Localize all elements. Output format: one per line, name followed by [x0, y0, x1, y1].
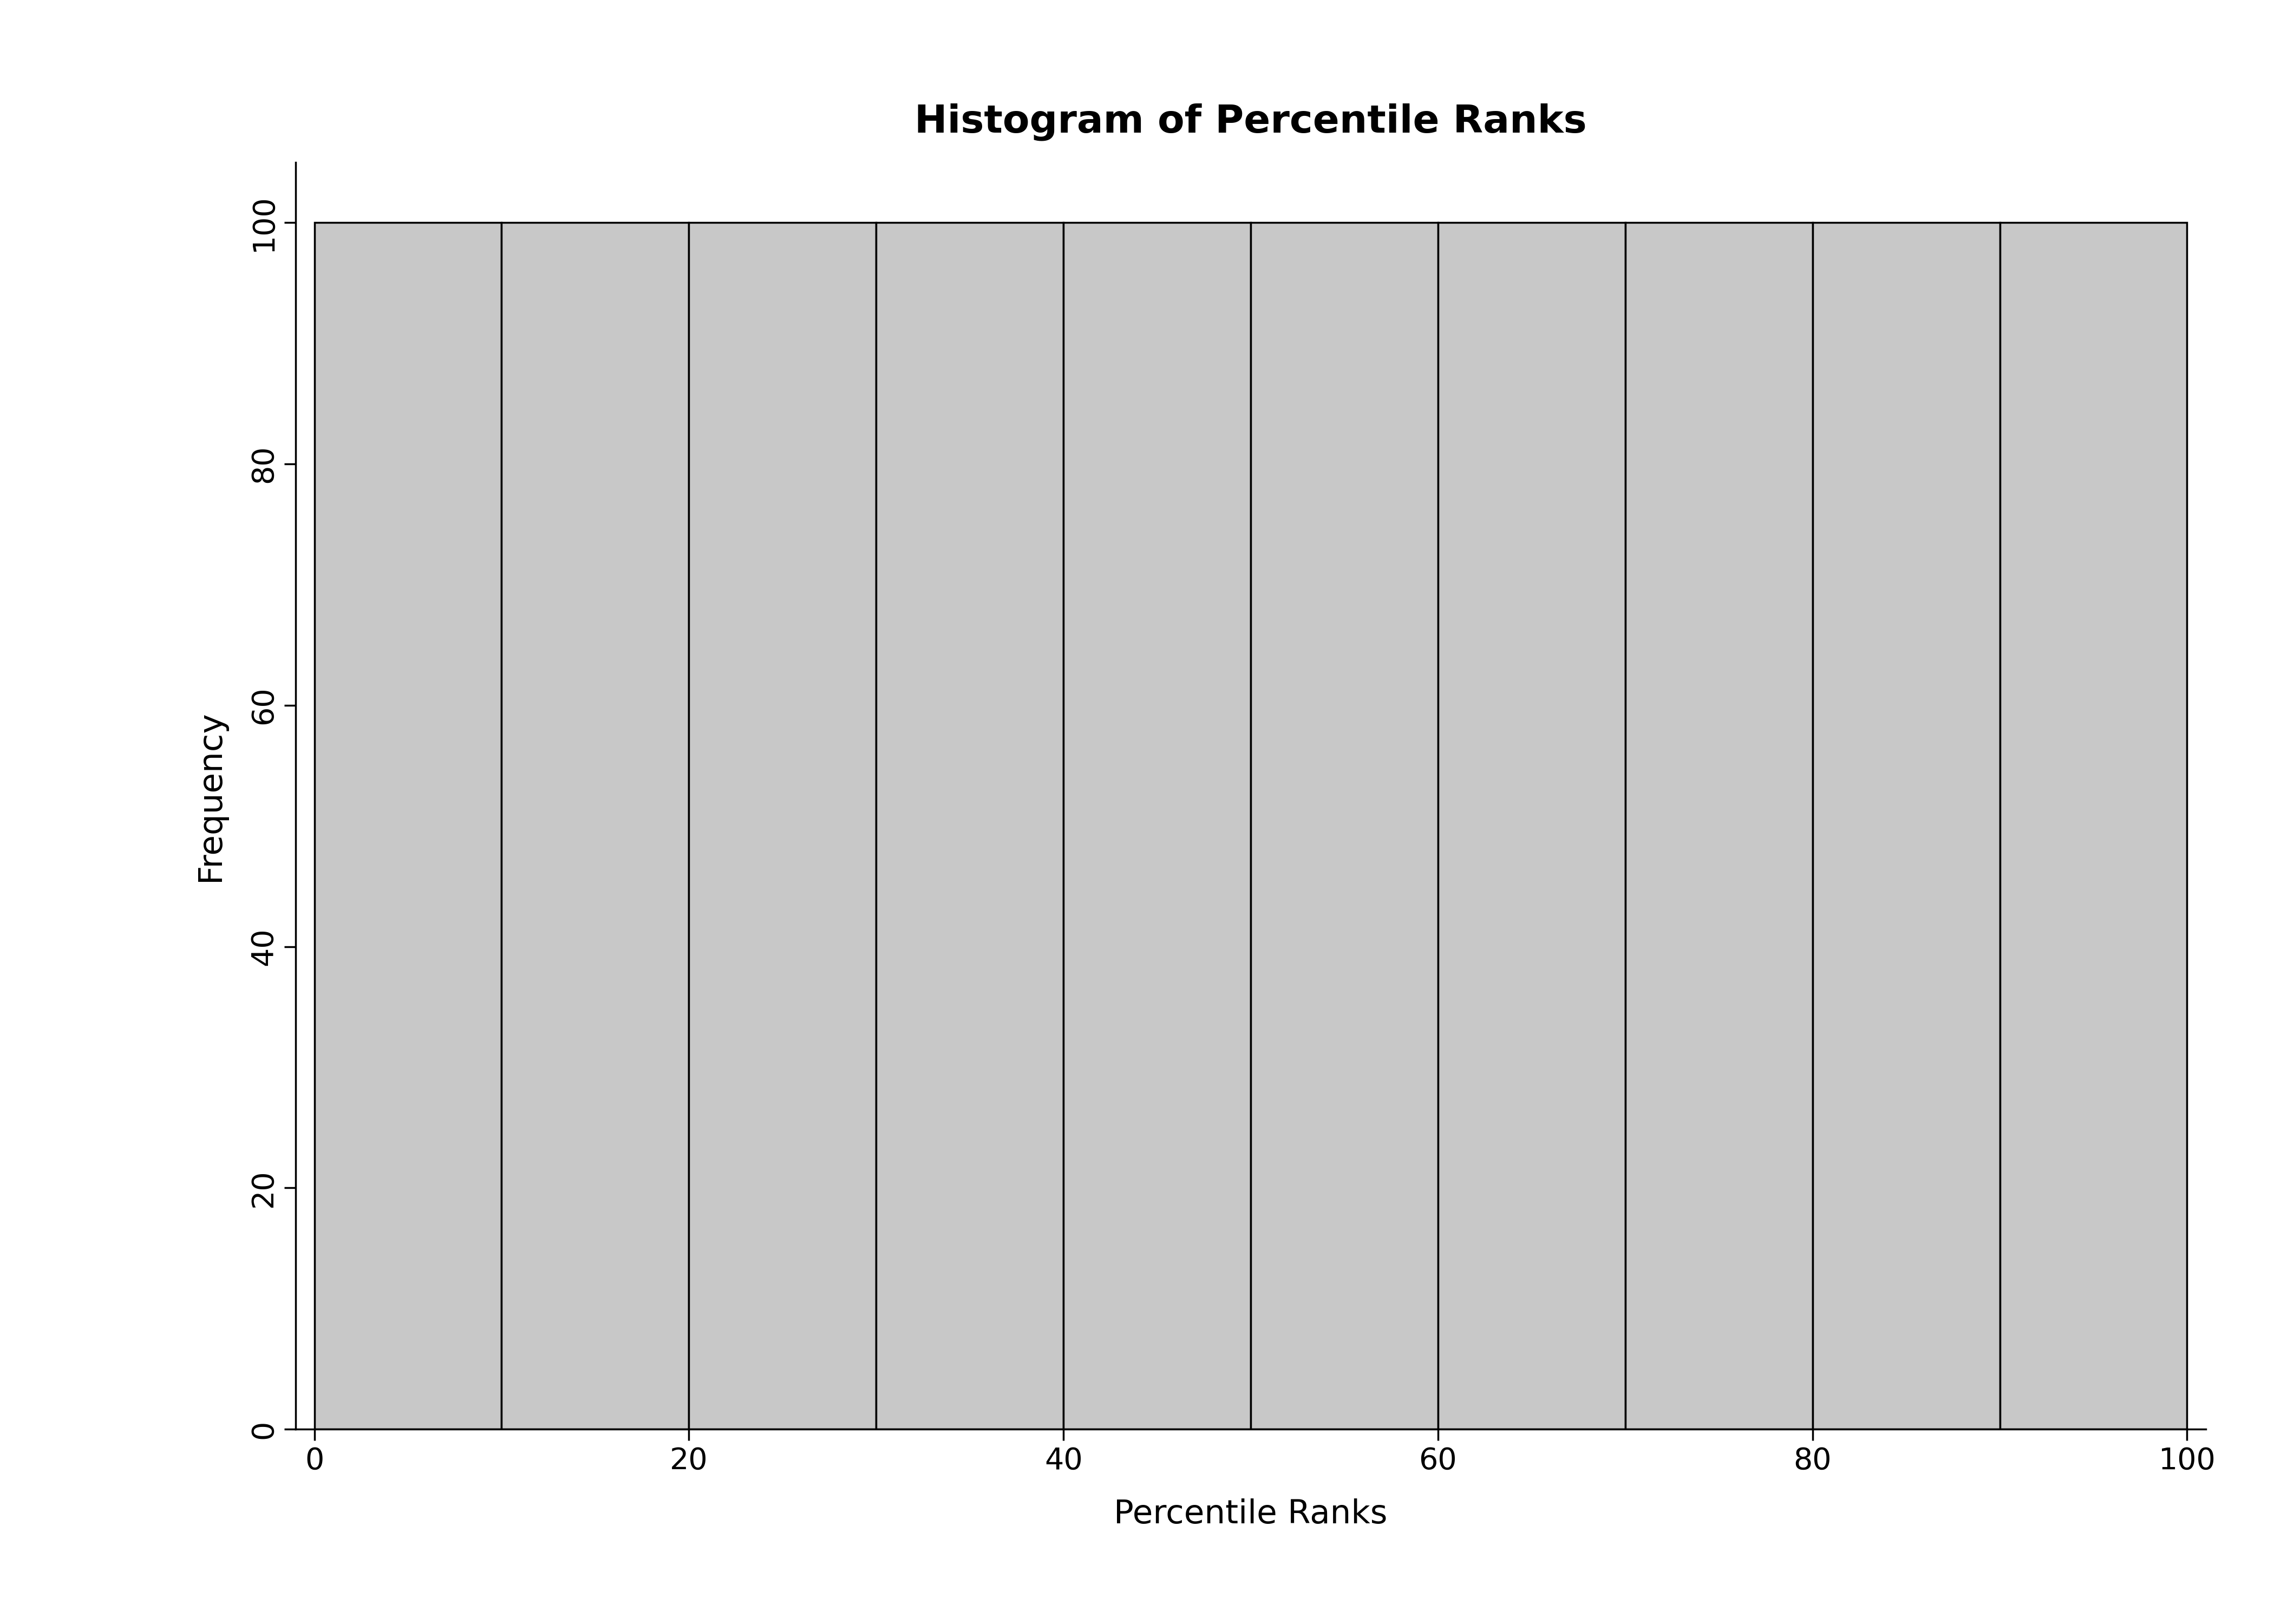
Bar [1064, 222, 1251, 1429]
Bar [314, 222, 503, 1429]
Bar [1626, 222, 1812, 1429]
X-axis label: Percentile Ranks: Percentile Ranks [1114, 1499, 1387, 1530]
Bar [1251, 222, 1437, 1429]
Y-axis label: Frequency: Frequency [196, 710, 227, 882]
Bar [689, 222, 875, 1429]
Bar [503, 222, 689, 1429]
Bar [1999, 222, 2188, 1429]
Bar [1812, 222, 1999, 1429]
Bar [1437, 222, 1626, 1429]
Bar [875, 222, 1064, 1429]
Title: Histogram of Percentile Ranks: Histogram of Percentile Ranks [914, 102, 1587, 141]
